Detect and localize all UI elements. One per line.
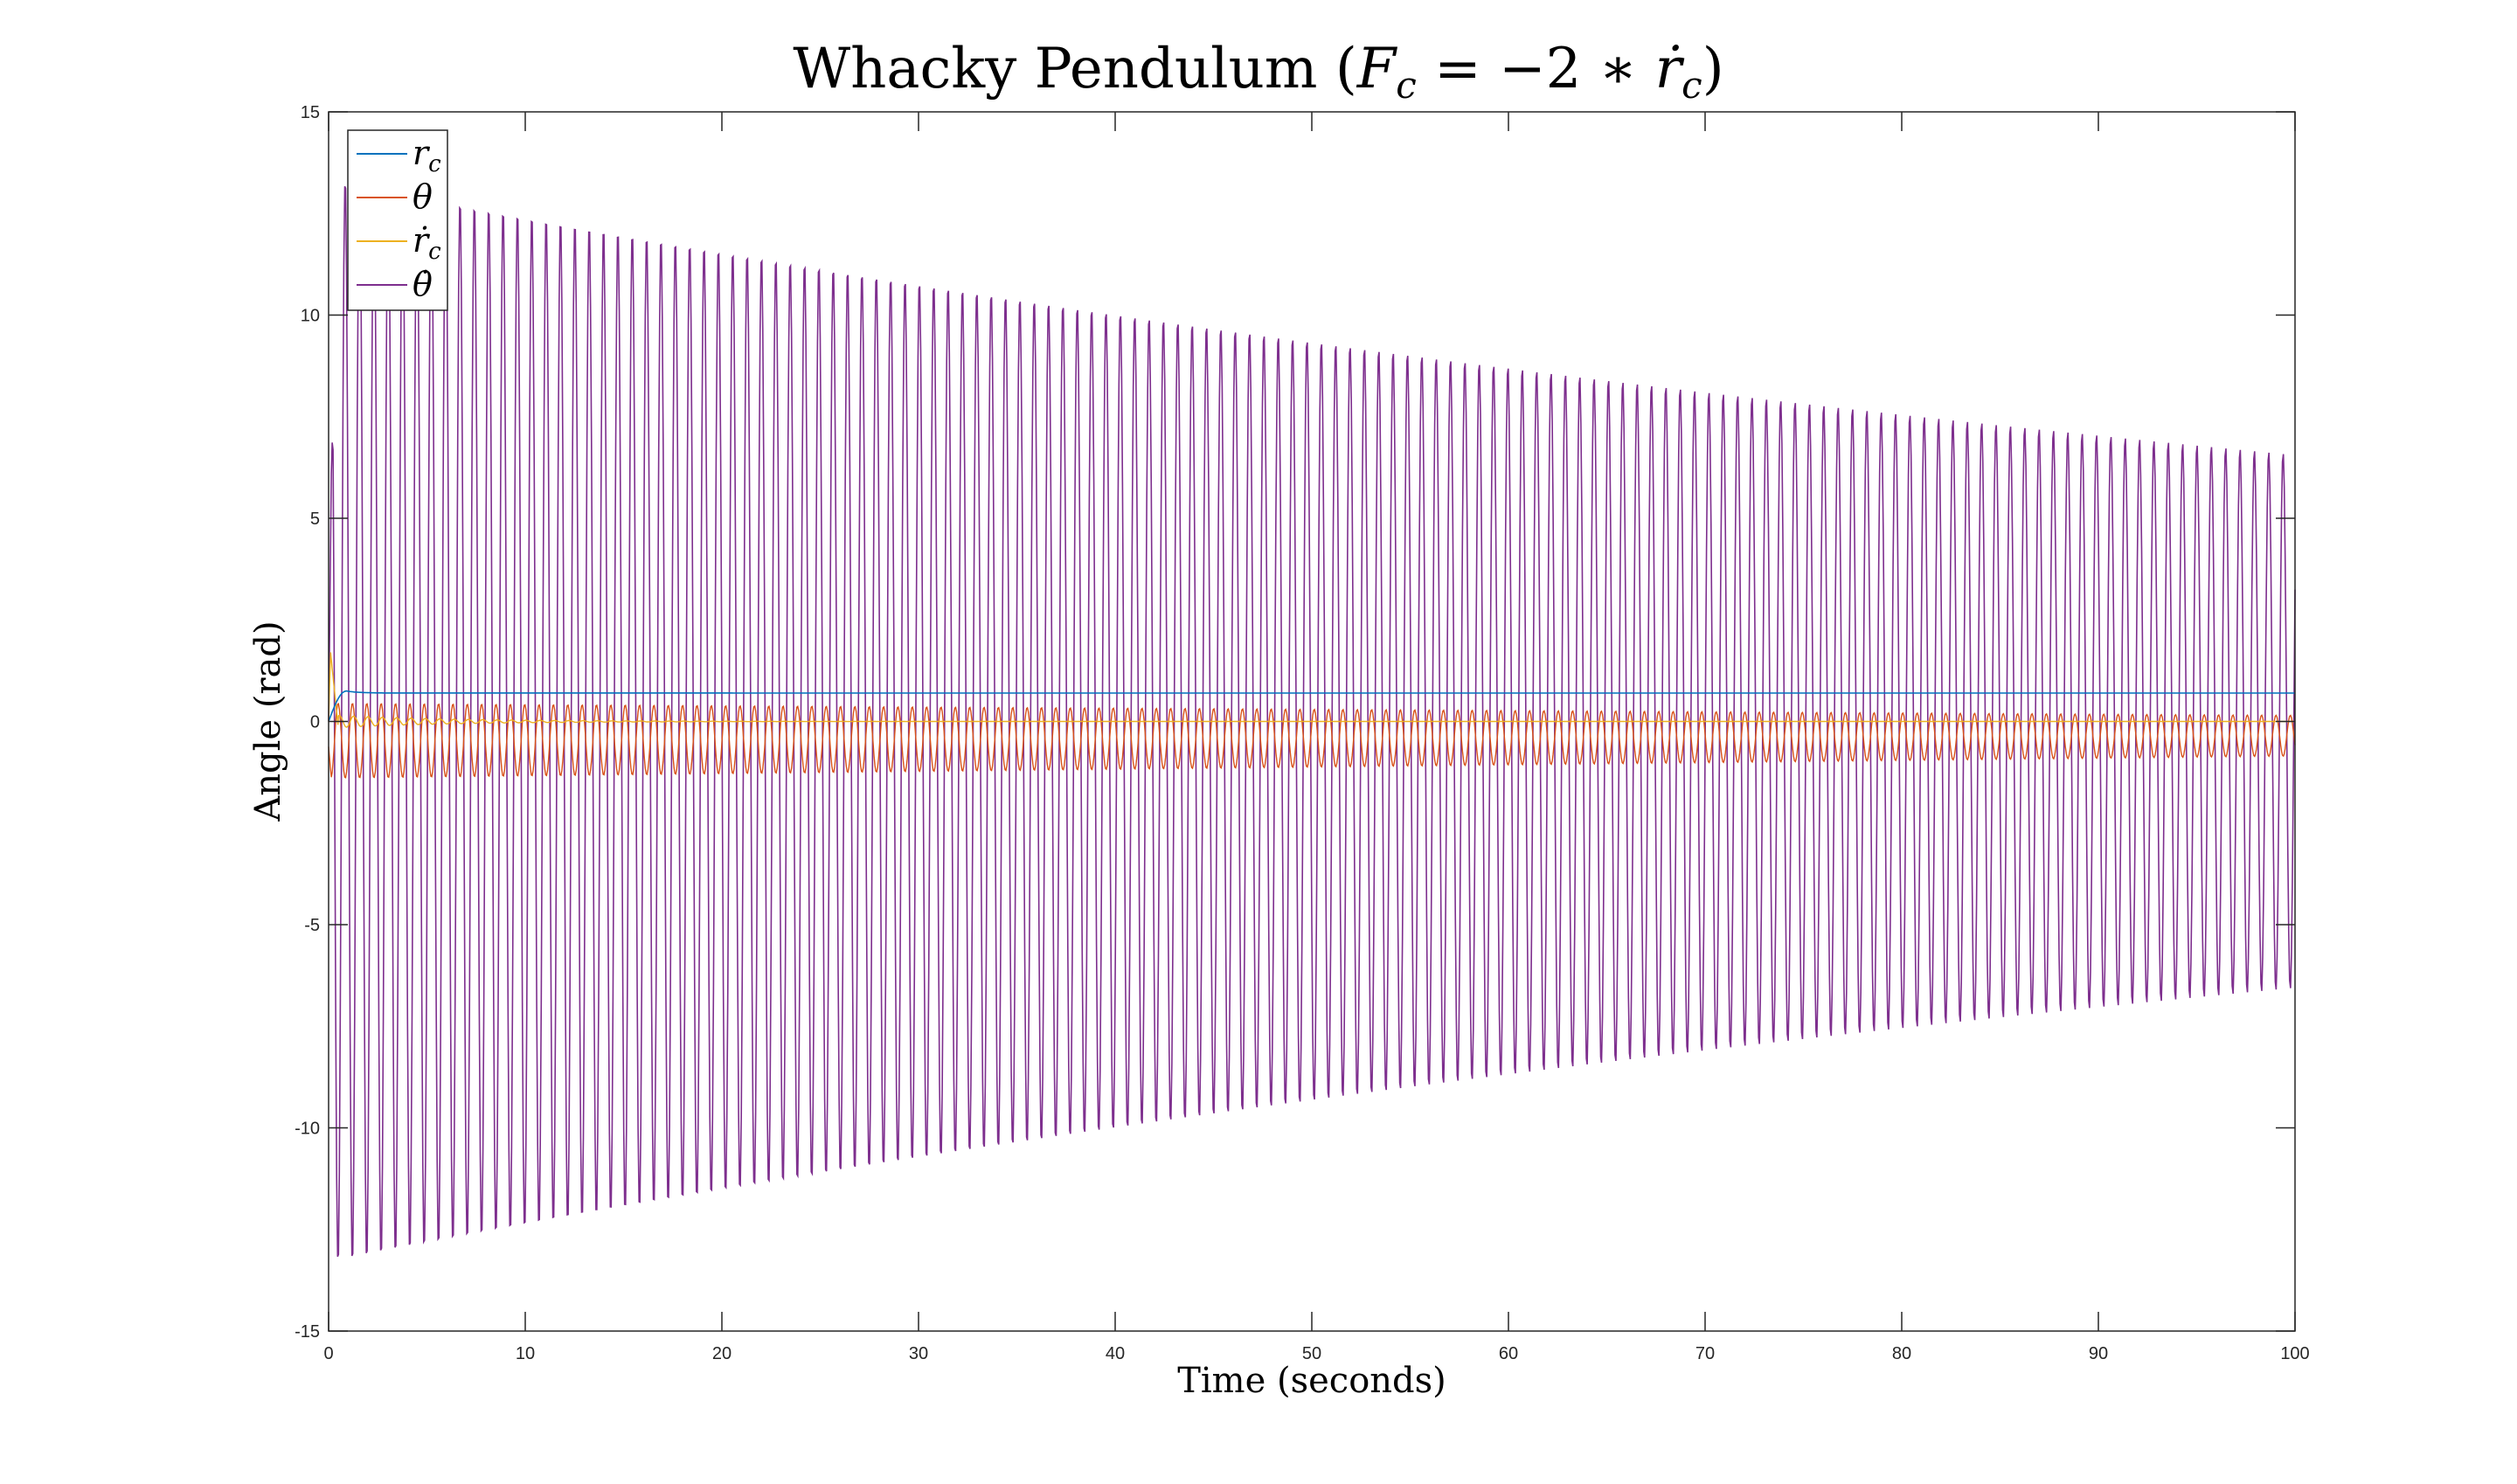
x-tick-label: 90 <box>2089 1344 2108 1363</box>
legend-label: θ̇ <box>413 265 433 303</box>
y-tick-label: 5 <box>310 510 320 529</box>
x-tick-label: 10 <box>516 1344 535 1363</box>
legend-label: rc <box>413 134 441 177</box>
legend-label: θ <box>413 177 433 216</box>
x-axis-ticks: 0 10 20 30 40 50 60 70 80 90 100 <box>323 112 2310 1363</box>
legend-entry-theta-dot: θ̇ <box>357 265 433 303</box>
legend: rcθ ṙcθ̇ <box>347 129 448 311</box>
series-rc-dot-line <box>328 652 2295 728</box>
x-tick-label: 40 <box>1106 1344 1125 1363</box>
y-axis-label: Angle (rad) <box>248 621 288 822</box>
y-tick-label: -15 <box>295 1322 320 1342</box>
x-tick-label: 60 <box>1499 1344 1518 1363</box>
x-tick-label: 70 <box>1695 1344 1715 1363</box>
series-rc-line <box>328 690 2295 722</box>
y-axis-ticks: 15 10 5 0 -5 -10 -15 <box>295 103 2295 1342</box>
legend-entry-rc-dot: ṙc <box>357 221 441 265</box>
legend-entry-theta: θ <box>357 177 433 216</box>
y-tick-label: 10 <box>301 307 320 326</box>
x-tick-label: 20 <box>712 1344 732 1363</box>
y-tick-label: -5 <box>304 916 320 935</box>
chart-title: Whacky Pendulum (Fc = −2 ∗ ṙc) <box>793 37 1723 107</box>
y-tick-label: 0 <box>310 713 320 732</box>
legend-label: ṙc <box>413 221 441 265</box>
y-tick-label: 15 <box>301 103 320 122</box>
legend-box <box>347 129 448 311</box>
x-tick-label: 50 <box>1302 1344 1321 1363</box>
x-tick-label: 30 <box>909 1344 928 1363</box>
y-tick-label: -10 <box>295 1120 320 1139</box>
series-theta-line <box>328 703 2296 779</box>
x-axis-label: Time (seconds) <box>1177 1361 1446 1401</box>
legend-entry-rc: rc <box>357 134 441 177</box>
x-tick-label: 0 <box>323 1344 333 1363</box>
x-tick-label: 100 <box>2280 1344 2309 1363</box>
x-tick-label: 80 <box>1892 1344 1911 1363</box>
series-theta-dot-line <box>328 185 2296 1258</box>
series-layer <box>328 185 2296 1258</box>
